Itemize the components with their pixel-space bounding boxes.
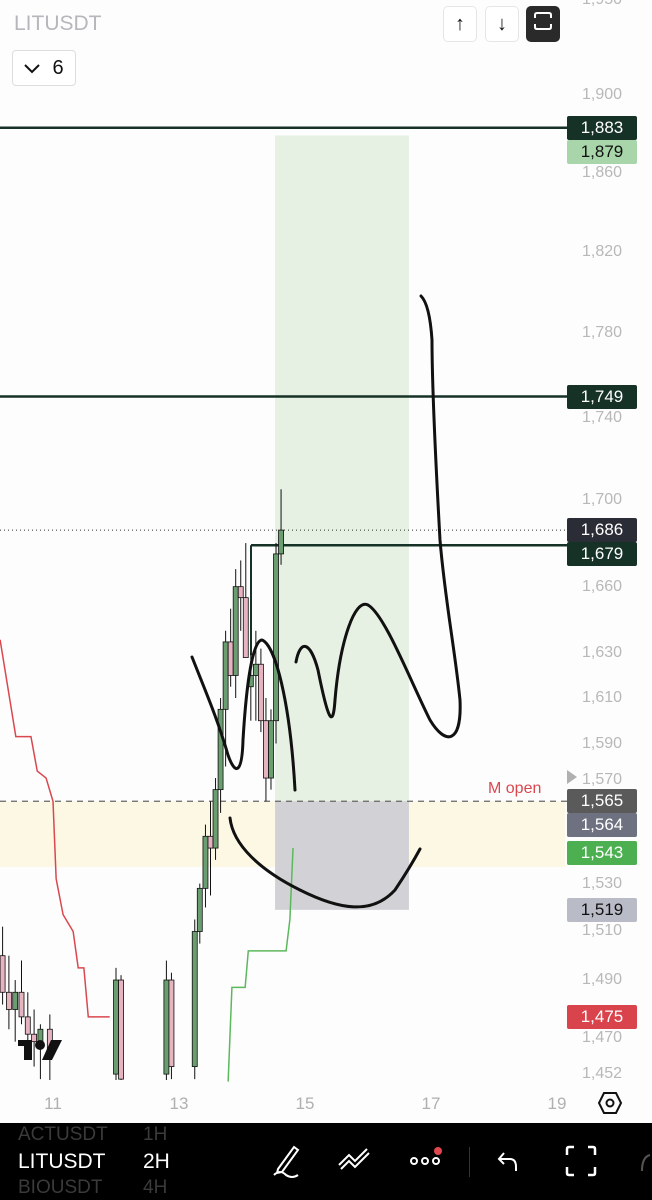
- candle: [18, 960, 25, 1025]
- candle: [0, 926, 6, 1005]
- candle: [6, 955, 12, 1030]
- price-tick: 1,950: [572, 0, 632, 9]
- price-tick: 1,530: [581, 874, 623, 892]
- candle: [242, 543, 249, 658]
- symbol-selector[interactable]: LITUSDT: [18, 1150, 106, 1173]
- fullscreen-icon: [533, 11, 553, 37]
- candle: [257, 648, 264, 733]
- price-tick: 1,610: [581, 689, 623, 707]
- settings-icon[interactable]: [597, 1090, 623, 1121]
- interval-next[interactable]: 4H: [143, 1177, 168, 1198]
- candle: [273, 543, 279, 744]
- collapse-indicators-button[interactable]: 6: [12, 50, 76, 86]
- price-badge: 1,883: [567, 115, 637, 140]
- price-tick: 1,900: [581, 86, 623, 103]
- candle: [37, 1024, 44, 1080]
- pencil-icon[interactable]: [270, 1139, 302, 1184]
- price-tick: 1,510: [581, 922, 623, 940]
- price-tick: 1,470: [581, 1028, 623, 1046]
- redo-icon[interactable]: [640, 1153, 652, 1178]
- price-tick: 1,780: [581, 323, 623, 341]
- price-chart[interactable]: [0, 0, 652, 1123]
- candle: [31, 1009, 38, 1067]
- drawing-curve-mid[interactable]: [294, 294, 462, 739]
- scroll-up-button[interactable]: ↑: [443, 6, 477, 42]
- candle: [263, 698, 269, 802]
- interval-selector[interactable]: 2H: [143, 1150, 170, 1173]
- alert-marker[interactable]: [567, 770, 577, 784]
- chart-symbol-title: LITUSDT: [14, 12, 102, 35]
- interval-prev[interactable]: 1H: [143, 1124, 168, 1145]
- time-tick: 15: [295, 1094, 315, 1113]
- arrow-down-icon: ↓: [497, 12, 507, 35]
- indicator-line-red: [0, 639, 110, 1018]
- chevron-down-icon: [24, 57, 41, 80]
- price-badge: 1,564: [567, 813, 637, 838]
- drawing-curve-left[interactable]: [190, 638, 297, 792]
- fullscreen-toggle-icon[interactable]: [565, 1145, 597, 1182]
- price-tick: 1,452: [581, 1065, 623, 1083]
- candle: [118, 975, 124, 1080]
- candle: [217, 698, 224, 813]
- price-tick: 1,590: [581, 734, 623, 752]
- symbol-prev[interactable]: ACTUSDT: [18, 1124, 108, 1145]
- candle: [163, 960, 170, 1080]
- candle: [232, 569, 239, 699]
- bottom-toolbar: ACTUSDT 1H LITUSDT 2H BIOUSDT 4H: [0, 1123, 652, 1200]
- drawing-curve-bottom[interactable]: [228, 816, 422, 909]
- candle: [168, 972, 175, 1080]
- price-badge: 1,749: [567, 384, 637, 409]
- indicator-line-green: [227, 848, 294, 1082]
- price-tick: 1,630: [581, 644, 623, 662]
- price-badge: 1,565: [567, 789, 637, 814]
- price-badge: 1,686: [567, 518, 637, 543]
- position-loss-zone[interactable]: [275, 801, 409, 910]
- fullscreen-button[interactable]: [526, 6, 560, 42]
- price-badge: 1,519: [567, 897, 637, 922]
- drawing-tools-icon[interactable]: [337, 1143, 373, 1178]
- arrow-up-icon: ↑: [455, 12, 465, 35]
- candle: [113, 967, 119, 1080]
- indicator-count: 6: [52, 56, 64, 79]
- candle: [237, 560, 244, 631]
- price-tick: 1,860: [581, 163, 623, 181]
- position-profit-zone[interactable]: [275, 135, 409, 802]
- candle: [268, 709, 274, 790]
- candle: [12, 980, 19, 1042]
- price-tick: 1,740: [581, 408, 623, 426]
- price-badge: 1,879: [567, 139, 637, 164]
- toolbar-divider: [469, 1147, 470, 1177]
- candle: [278, 489, 284, 565]
- price-badge: 1,543: [567, 840, 637, 865]
- undo-icon[interactable]: [496, 1149, 522, 1180]
- time-tick: 11: [44, 1094, 62, 1113]
- price-tick: 1,660: [581, 577, 623, 595]
- candle: [212, 778, 219, 860]
- candle: [202, 824, 209, 908]
- tradingview-logo: [18, 1040, 62, 1060]
- price-badge: 1,475: [567, 1004, 637, 1029]
- symbol-next[interactable]: BIOUSDT: [18, 1177, 103, 1198]
- price-badge: 1,679: [567, 542, 637, 567]
- price-tick: 1,700: [581, 490, 623, 508]
- candle: [191, 919, 198, 1080]
- time-tick: 19: [547, 1094, 567, 1113]
- m-open-label: M open: [488, 780, 542, 797]
- scroll-down-button[interactable]: ↓: [485, 6, 519, 42]
- price-tick: 1,820: [581, 242, 623, 260]
- time-tick: 17: [421, 1094, 441, 1113]
- candle: [227, 608, 234, 687]
- price-tick: 1,490: [581, 971, 623, 989]
- candle: [196, 883, 203, 944]
- price-tick: 1,570: [581, 771, 623, 789]
- time-tick: 13: [169, 1094, 189, 1113]
- more-icon[interactable]: [410, 1147, 446, 1174]
